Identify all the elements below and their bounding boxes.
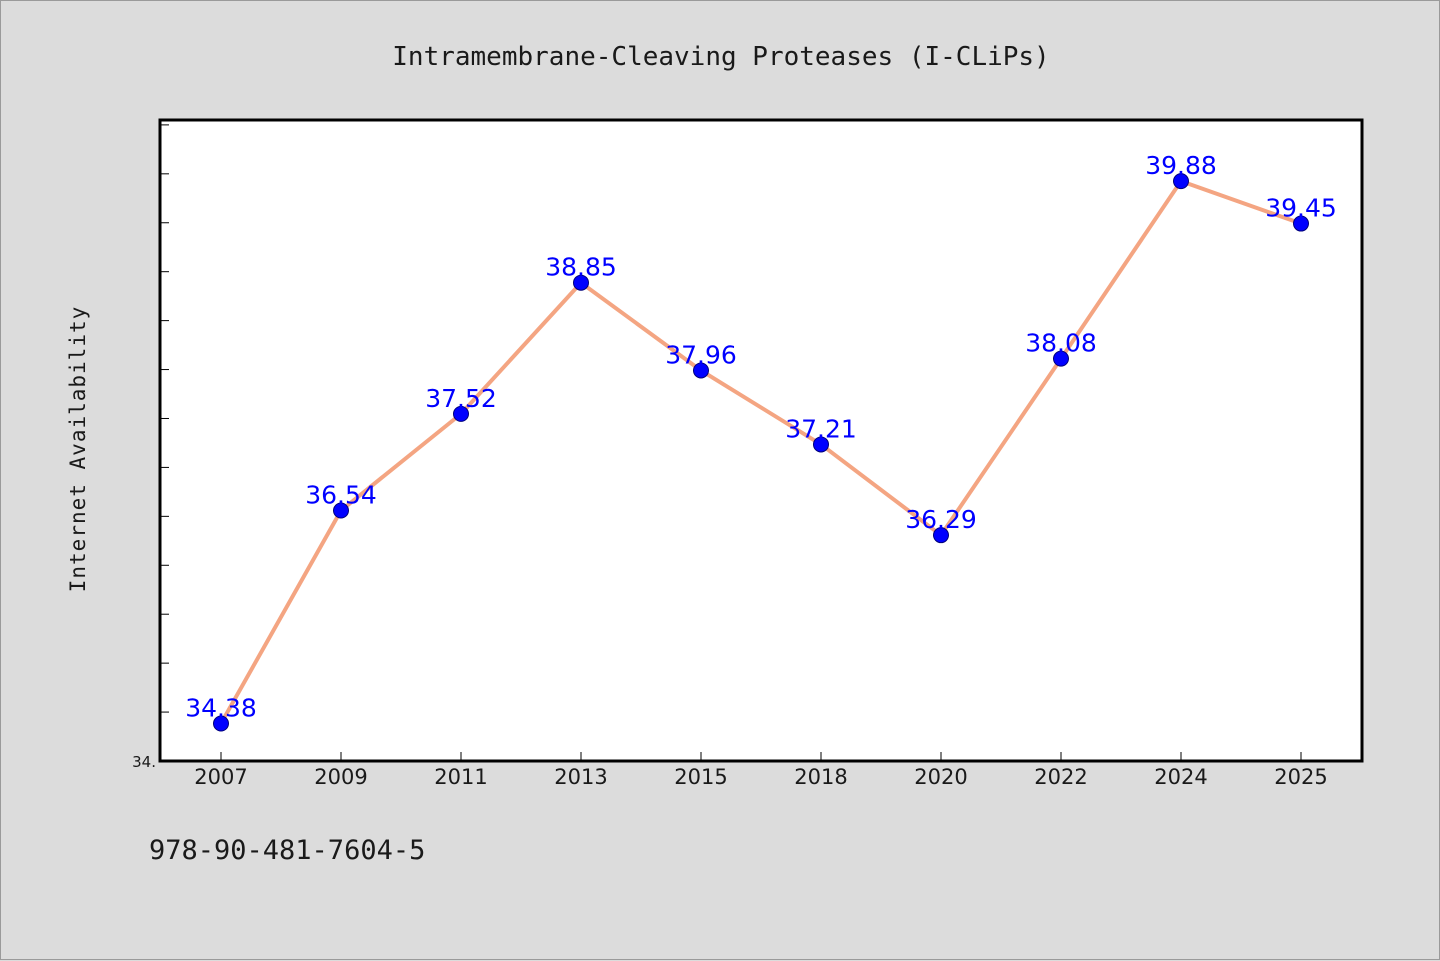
data-point-marker [1173,173,1189,190]
series-line [219,179,1302,725]
data-point-marker [333,502,349,519]
data-point-marker [693,362,709,379]
x-tick-label: 2007 [194,765,247,789]
data-point-label: 36.29 [905,505,977,534]
x-tick-label: 2018 [794,765,847,789]
x-tick-label: 2011 [434,765,487,789]
data-point-marker [573,274,589,291]
data-point-label: 38.08 [1025,329,1097,358]
data-point-marker [813,436,829,453]
data-point-marker [453,405,469,422]
data-point-label: 37.21 [785,414,857,443]
x-tick-label: 2013 [554,765,607,789]
data-point-marker [213,715,229,732]
data-point-label: 39.88 [1145,151,1217,180]
x-tick-label: 2022 [1034,765,1087,789]
data-point-label: 39.45 [1265,194,1337,223]
series-layer [219,179,1302,725]
isbn-footer: 978-90-481-7604-5 [149,835,426,866]
x-tick-label: 2024 [1154,765,1207,789]
y-axis-label: Internet Availability [66,306,90,593]
y-tick-label: 34. [132,753,156,771]
y-axis-ticks: 34. [132,124,169,771]
data-point-marker [1293,215,1309,232]
data-point-label: 38.85 [545,253,617,282]
x-tick-label: 2015 [674,765,727,789]
data-point-label: 37.96 [665,340,737,369]
x-tick-label: 2025 [1274,765,1327,789]
data-point-label: 37.52 [425,384,497,413]
x-axis-ticks: 2007 2009 2011 2013 2015 2018 2020 2022 2024 2025 [194,752,1328,789]
plot-area [158,118,1364,763]
chart-title: Intramembrane-Cleaving Proteases (I-CLiP… [392,42,1049,72]
marker-layer [213,173,1309,732]
data-point-marker [1053,350,1069,367]
data-point-label: 36.54 [305,481,377,510]
data-label-layer: 34.38 36.54 37.52 38.85 37.96 37.21 36.29 38.08… [185,151,1337,722]
x-tick-label: 2009 [314,765,367,789]
x-tick-label: 2020 [914,765,967,789]
data-point-label: 34.38 [185,694,257,723]
data-point-marker [933,527,949,544]
